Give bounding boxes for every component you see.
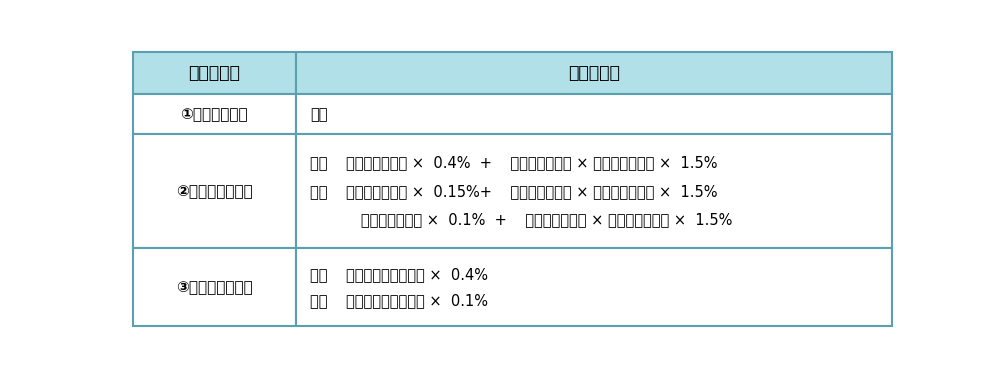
Text: ③抑当権設定登記: ③抑当権設定登記 [176, 280, 253, 295]
Text: 原則    （建物の価格） ×  0.4%  +    （土地の価格） × （敘地権持分） ×  1.5%: 原則 （建物の価格） × 0.4% + （土地の価格） × （敘地権持分） × … [310, 155, 717, 170]
Text: ①建物表題登記: ①建物表題登記 [181, 107, 248, 122]
Text: （建物の価格） ×  0.1%  +    （土地の価格） × （敘地権持分） ×  1.5%: （建物の価格） × 0.1% + （土地の価格） × （敘地権持分） × 1.5… [310, 212, 732, 227]
Bar [133, 51, 296, 94]
Bar [296, 94, 892, 134]
Bar [296, 248, 892, 326]
Bar [296, 134, 892, 248]
Text: 例外    （建物の価格） ×  0.15%+    （土地の価格） × （敘地権持分） ×  1.5%: 例外 （建物の価格） × 0.15%+ （土地の価格） × （敘地権持分） × … [310, 184, 717, 199]
Bar [133, 94, 296, 134]
Bar [133, 134, 296, 248]
Bar [296, 51, 892, 94]
Text: 登録免許税: 登録免許税 [568, 64, 620, 82]
Text: なし: なし [310, 107, 327, 122]
Text: 例外    （抑当権設定金額） ×  0.1%: 例外 （抑当権設定金額） × 0.1% [310, 293, 488, 308]
Text: 原則    （抑当権設定金額） ×  0.4%: 原則 （抑当権設定金額） × 0.4% [310, 267, 488, 282]
Text: 登記の内容: 登記の内容 [188, 64, 240, 82]
Text: ②所有権保存登記: ②所有権保存登記 [176, 184, 253, 199]
Bar [133, 248, 296, 326]
